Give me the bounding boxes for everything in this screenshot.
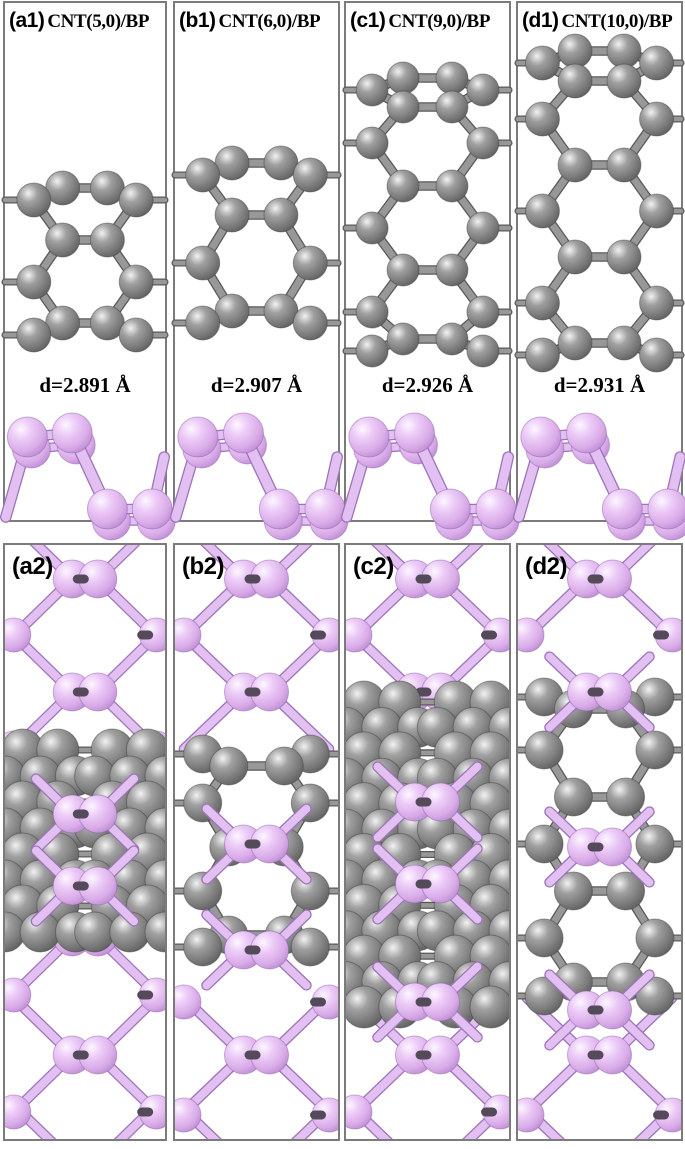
panel-b1: (b1) CNT(6,0)/BP d=2.907 Å xyxy=(170,1,349,541)
structure-canvas-a1 xyxy=(0,3,176,541)
panel-label: (c2) xyxy=(353,553,394,580)
panel-title: CNT(6,0)/BP xyxy=(218,11,321,32)
panel-label: (a2) xyxy=(12,553,53,580)
distance-label: d=2.907 Å xyxy=(210,373,303,397)
distance-label: d=2.891 Å xyxy=(39,373,131,397)
panel-header: (c1) CNT(9,0)/BP xyxy=(350,9,509,33)
panel-c1: (c1) CNT(9,0)/BP d=2.926 Å xyxy=(341,1,520,541)
panel-header: (d1) CNT(10,0)/BP xyxy=(522,9,681,33)
structure-canvas-b2 xyxy=(175,545,338,1139)
structure-canvas-d2 xyxy=(518,545,681,1139)
panel-header: (b1) CNT(6,0)/BP xyxy=(179,9,338,33)
panel-header: (a1) CNT(5,0)/BP xyxy=(9,9,165,33)
panel-label: (c1) xyxy=(350,9,386,32)
panel-label: (b1) xyxy=(179,9,216,32)
panel-label: (b2) xyxy=(182,553,225,580)
structure-canvas-a2 xyxy=(5,545,165,1139)
panel-a1: (a1) CNT(5,0)/BP d=2.891 Å xyxy=(0,1,176,541)
panel-label: (d2) xyxy=(525,553,568,580)
panel-title: CNT(10,0)/BP xyxy=(561,11,673,32)
structure-canvas-b1 xyxy=(170,3,349,541)
panel-label: (d1) xyxy=(522,9,559,32)
structure-canvas-d1 xyxy=(513,3,685,541)
panel-title: CNT(9,0)/BP xyxy=(388,11,491,32)
panel-b2: (b2) xyxy=(173,543,340,1141)
panel-title: CNT(5,0)/BP xyxy=(47,11,150,32)
structure-canvas-c2 xyxy=(346,545,509,1139)
panel-c2: (c2) xyxy=(344,543,511,1141)
panel-d1: (d1) CNT(10,0)/BP d=2.931 Å xyxy=(513,1,685,541)
panel-d2: (d2) xyxy=(516,543,683,1141)
structure-canvas-c1 xyxy=(341,3,520,541)
distance-label: d=2.926 Å xyxy=(381,373,474,397)
panel-a2: (a2) xyxy=(3,543,167,1141)
distance-label: d=2.931 Å xyxy=(553,373,646,397)
panel-label: (a1) xyxy=(9,9,45,32)
